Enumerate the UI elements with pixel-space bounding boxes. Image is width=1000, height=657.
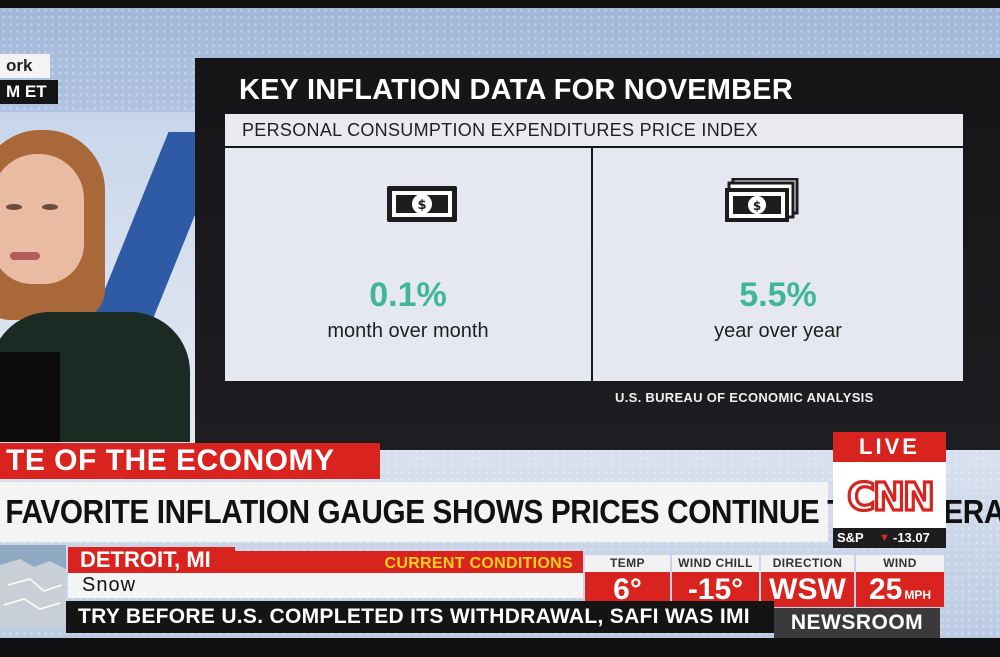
weather-wind-value: 25 MPH bbox=[856, 572, 944, 607]
headline-bar: FAVORITE INFLATION GAUGE SHOWS PRICES CO… bbox=[0, 482, 1000, 542]
metric-label-yearly: year over year bbox=[714, 320, 842, 342]
direction-value-text: WSW bbox=[769, 573, 846, 606]
weather-direction: DIRECTION WSW bbox=[761, 555, 854, 607]
tv-bezel-bottom bbox=[0, 638, 1000, 657]
weather-windchill: WIND CHILL -15° bbox=[672, 555, 759, 607]
metric-label-monthly: month over month bbox=[327, 320, 489, 342]
location-fragment: ork bbox=[0, 54, 50, 78]
svg-text:$: $ bbox=[417, 198, 426, 213]
wind-unit: MPH bbox=[904, 588, 932, 602]
news-anchor-video bbox=[0, 112, 195, 442]
headline-text: FAVORITE INFLATION GAUGE SHOWS PRICES CO… bbox=[5, 493, 1000, 530]
svg-text:$: $ bbox=[753, 199, 761, 213]
section-tag-text: TE OF THE ECONOMY bbox=[6, 444, 335, 477]
market-change: -13.07 bbox=[893, 530, 930, 545]
weather-temp: TEMP 6° bbox=[585, 555, 670, 607]
weather-temp-header: TEMP bbox=[585, 555, 670, 572]
weather-city: DETROIT, MI bbox=[68, 547, 235, 573]
inflation-graphic-panel: KEY INFLATION DATA FOR NOVEMBER PERSONAL… bbox=[195, 58, 1000, 450]
metric-value-yearly: 5.5% bbox=[739, 276, 817, 314]
graphic-subtitle: PERSONAL CONSUMPTION EXPENDITURES PRICE … bbox=[225, 114, 963, 146]
market-ticker: S&P ▼ -13.07 bbox=[833, 528, 946, 548]
conditions-header: CURRENT CONDITIONS bbox=[235, 551, 583, 575]
tv-bezel-top bbox=[0, 0, 1000, 8]
anchor-shirt bbox=[0, 352, 60, 442]
anchor-mouth bbox=[10, 252, 40, 260]
weather-direction-header: DIRECTION bbox=[761, 555, 854, 572]
weather-condition: Snow bbox=[68, 573, 583, 598]
network-logo-box: CNN bbox=[833, 462, 946, 528]
stack-of-bills-icon: $ bbox=[725, 178, 799, 222]
windchill-value-text: -15° bbox=[687, 573, 744, 606]
anchor-eye bbox=[6, 204, 22, 210]
news-crawl: TRY BEFORE U.S. COMPLETED ITS WITHDRAWAL… bbox=[66, 601, 774, 633]
section-tag: TE OF THE ECONOMY bbox=[0, 443, 380, 479]
metric-card-yearly: $ 5.5% year over year bbox=[593, 148, 963, 381]
weather-windchill-header: WIND CHILL bbox=[672, 555, 759, 572]
anchor-face bbox=[0, 154, 84, 284]
weather-map-thumbnail bbox=[0, 545, 66, 627]
cnn-logo-icon: CNN bbox=[846, 473, 935, 519]
anchor-eye bbox=[42, 204, 58, 210]
temp-value-text: 6° bbox=[613, 573, 642, 606]
market-index: S&P bbox=[837, 530, 864, 545]
conditions-label: CURRENT CONDITIONS bbox=[384, 555, 573, 572]
down-arrow-icon: ▼ bbox=[879, 532, 890, 544]
live-badge: LIVE bbox=[833, 432, 946, 462]
cnn-logo-text: CNN bbox=[847, 475, 933, 519]
graphic-title: KEY INFLATION DATA FOR NOVEMBER bbox=[239, 74, 793, 106]
metric-value-monthly: 0.1% bbox=[369, 276, 447, 314]
time-fragment: M ET bbox=[0, 80, 58, 104]
metric-card-monthly: $ 0.1% month over month bbox=[225, 148, 591, 381]
single-bill-icon: $ bbox=[387, 186, 457, 222]
wind-value-text: 25 bbox=[868, 573, 903, 606]
show-name: NEWSROOM bbox=[774, 608, 940, 638]
weather-direction-value: WSW bbox=[761, 572, 854, 607]
weather-wind: WIND 25 MPH bbox=[856, 555, 944, 607]
weather-wind-header: WIND bbox=[856, 555, 944, 572]
data-source: U.S. BUREAU OF ECONOMIC ANALYSIS bbox=[615, 390, 874, 405]
